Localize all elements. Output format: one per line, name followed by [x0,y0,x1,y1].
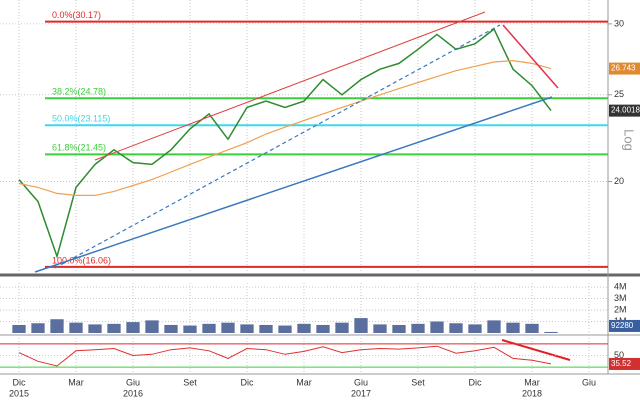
volume-bar [411,323,425,333]
x-tick-label: Giu [582,377,596,387]
level-label: 0.0%(30.17) [52,10,101,20]
last-value-label: 24.0018 [611,106,640,115]
x-tick-label: Dic [13,377,26,387]
y-tick-label: 50 [614,350,624,360]
y-tick-label: 4M [614,282,627,292]
year-label: 2015 [9,388,29,398]
volume-bar [354,318,368,333]
volume-bar [145,320,159,333]
volume-bar [164,324,178,333]
x-tick-label: Dic [241,377,254,387]
volume-bar [506,322,520,333]
x-tick-label: Dic [469,377,482,387]
year-label: 2017 [351,388,371,398]
rsi-line [18,345,552,367]
volume-bar [525,323,539,333]
x-tick-label: Set [183,377,197,387]
volume-bar [50,319,64,333]
x-tick-label: Mar [68,377,84,387]
volume-bar [468,324,482,333]
volume-bar [392,324,406,333]
volume-bar [297,323,311,333]
volume-bar [373,324,387,333]
trend-line [94,11,486,161]
price-line [18,59,552,196]
last-value-label: 26.743 [611,64,636,73]
x-tick-label: Set [411,377,425,387]
x-tick-label: Mar [296,377,312,387]
last-rsi-label: 35.52 [611,359,632,368]
volume-bar [430,321,444,333]
volume-bar [487,320,501,333]
volume-bar [240,324,254,333]
volume-bar [31,323,45,333]
level-label: 61.8%(21.45) [52,143,106,153]
y-tick-label: 25 [614,89,624,99]
volume-bar [69,322,83,333]
trend-line [34,96,553,273]
volume-bar [12,324,26,333]
trend-line [54,24,501,269]
log-label: Log [622,129,637,151]
y-tick-label: 20 [614,176,624,186]
year-label: 2016 [123,388,143,398]
volume-bar [278,325,292,333]
y-tick-label: 3M [614,293,627,303]
last-value-label-box [609,62,640,75]
volume-bar [335,322,349,333]
last-volume-label-box [609,319,640,332]
volume-bar [316,324,330,333]
last-volume-label: 92280 [611,321,634,330]
last-value-label-box [609,104,640,117]
volume-bar [183,325,197,333]
volume-bar [202,323,216,333]
last-rsi-label-box [609,357,640,370]
x-tick-label: Mar [524,377,540,387]
x-tick-label: Giu [354,377,368,387]
volume-bar [126,322,140,333]
x-tick-label: Giu [126,377,140,387]
volume-bar [259,324,273,333]
volume-bar [88,324,102,333]
y-tick-label: 30 [614,18,624,28]
y-tick-label: 2M [614,304,627,314]
volume-bar [221,322,235,333]
volume-bar [107,323,121,333]
level-label: 38.2%(24.78) [52,87,106,97]
year-label: 2018 [522,388,542,398]
volume-bar [449,323,463,333]
volume-bar [544,331,558,333]
trend-line [502,24,559,89]
level-label: 50.0%(23.115) [52,114,110,124]
level-label: 100.0%(16.06) [52,255,111,265]
